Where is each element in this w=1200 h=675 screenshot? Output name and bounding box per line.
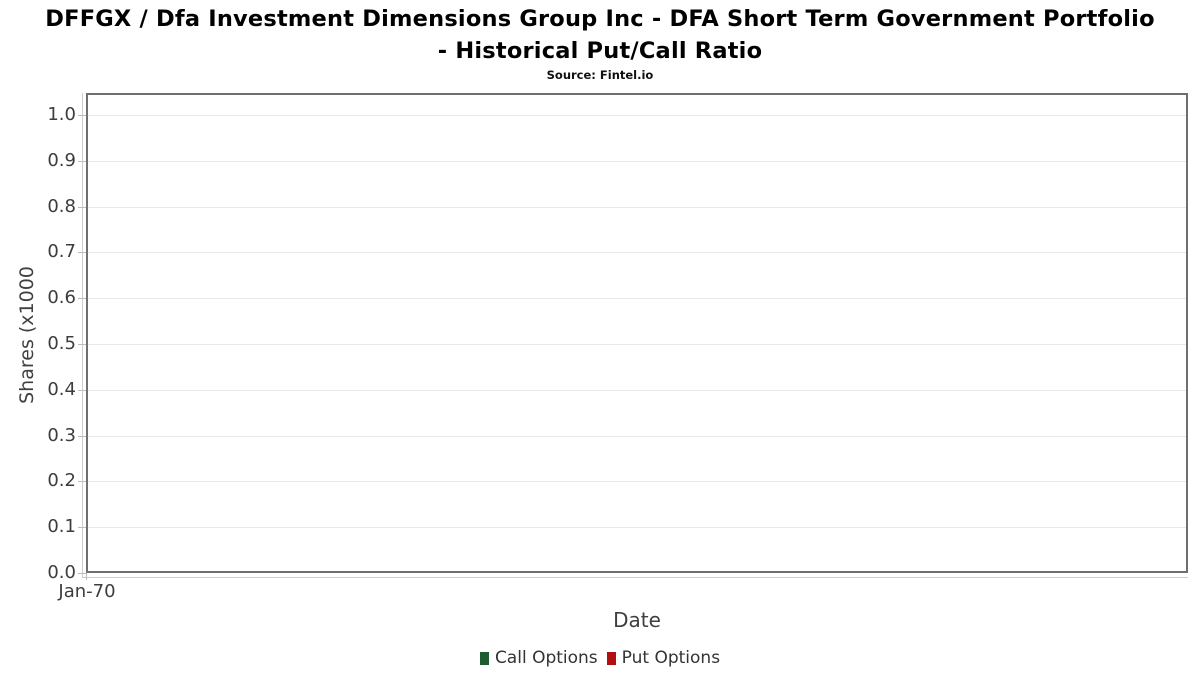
y-tick-mark-0.5 <box>78 344 86 345</box>
gridline-y-0.6 <box>88 298 1186 299</box>
gridline-y-0.9 <box>88 161 1186 162</box>
gridline-y-0.3 <box>88 436 1186 437</box>
gridline-y-0.5 <box>88 344 1186 345</box>
y-axis-line <box>82 93 83 578</box>
y-tick-label-0.7: 0.7 <box>47 241 76 262</box>
y-tick-label-0.8: 0.8 <box>47 196 76 217</box>
y-tick-label-0.4: 0.4 <box>47 379 76 400</box>
plot-area <box>86 93 1188 573</box>
y-tick-mark-0.0 <box>78 573 86 574</box>
x-tick-label: Jan-70 <box>58 581 116 602</box>
chart-title: DFFGX / Dfa Investment Dimensions Group … <box>45 6 1155 64</box>
y-tick-mark-0.3 <box>78 436 86 437</box>
gridline-y-1.0 <box>88 115 1186 116</box>
y-tick-label-0.3: 0.3 <box>47 425 76 446</box>
y-tick-label-1.0: 1.0 <box>47 104 76 125</box>
y-tick-mark-0.2 <box>78 481 86 482</box>
y-tick-mark-0.4 <box>78 390 86 391</box>
y-tick-label-0.1: 0.1 <box>47 516 76 537</box>
legend-item-call-options[interactable]: Call Options <box>479 648 598 668</box>
y-tick-mark-0.8 <box>78 207 86 208</box>
gridline-y-0.1 <box>88 527 1186 528</box>
y-tick-mark-0.7 <box>78 252 86 253</box>
y-tick-label-0.5: 0.5 <box>47 333 76 354</box>
y-tick-label-0.2: 0.2 <box>47 470 76 491</box>
y-tick-mark-1.0 <box>78 115 86 116</box>
chart-subtitle: Source: Fintel.io <box>546 68 654 82</box>
gridline-y-0.2 <box>88 481 1186 482</box>
y-tick-mark-0.1 <box>78 527 86 528</box>
legend-label: Put Options <box>621 648 721 668</box>
x-axis-title: Date <box>613 608 661 632</box>
y-tick-label-0.0: 0.0 <box>47 562 76 583</box>
legend-label: Call Options <box>494 648 598 668</box>
gridline-y-0.4 <box>88 390 1186 391</box>
legend: Call Options Put Options <box>0 648 1200 668</box>
y-tick-mark-0.9 <box>78 161 86 162</box>
x-tick-mark <box>86 573 87 580</box>
y-axis-title: Shares (x1000 <box>16 266 38 404</box>
gridline-y-0.7 <box>88 252 1186 253</box>
x-axis-line <box>82 577 1188 578</box>
y-tick-mark-0.6 <box>78 298 86 299</box>
legend-swatch-icon <box>606 651 616 665</box>
y-tick-label-0.6: 0.6 <box>47 287 76 308</box>
y-tick-label-0.9: 0.9 <box>47 150 76 171</box>
gridline-y-0.8 <box>88 207 1186 208</box>
legend-item-put-options[interactable]: Put Options <box>606 648 721 668</box>
legend-swatch-icon <box>479 651 489 665</box>
